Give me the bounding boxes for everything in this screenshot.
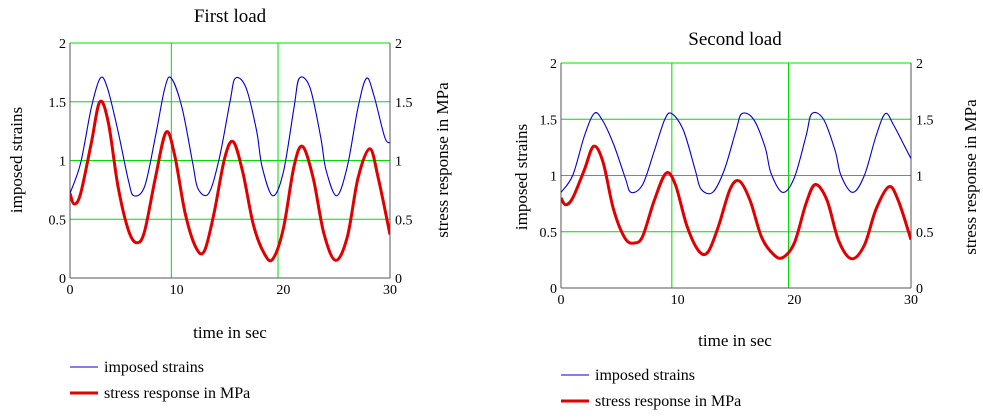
chart-1-xtick-2: 20	[276, 283, 290, 298]
chart-2-legend-label-0: imposed strains	[595, 367, 695, 384]
chart-1-series-line-stress-response	[70, 99, 390, 263]
chart-2-series-line-imposed-strains	[561, 111, 911, 195]
chart-2-ytick-right-4: 2	[916, 57, 923, 72]
chart-1-x-axis-label: time in sec	[193, 323, 267, 342]
chart-2-x-axis-label: time in sec	[698, 331, 772, 350]
chart-2-ytick-right-0: 0	[916, 282, 923, 297]
chart-1-xtick-3: 30	[383, 283, 397, 298]
chart-1-ytick-right-4: 2	[395, 37, 402, 52]
chart-1-ytick-right-2: 1	[395, 155, 402, 170]
chart-2-ytick-left-4: 2	[550, 57, 557, 72]
chart-2-xtick-1: 10	[671, 293, 685, 308]
chart-1-ytick-right-3: 1.5	[395, 96, 413, 111]
chart-2-title: Second load	[688, 29, 782, 50]
chart-1-ytick-right-1: 0.5	[395, 213, 413, 228]
chart-1-ytick-left-4: 2	[59, 37, 66, 52]
chart-1-ytick-left-2: 1	[59, 155, 66, 170]
chart-1-title: First load	[194, 6, 267, 27]
chart-2-xtick-0: 0	[558, 293, 565, 308]
chart-2-ytick-left-0: 0	[550, 282, 557, 297]
chart-2-legend-label-1: stress response in MPa	[595, 393, 741, 410]
chart-2-ytick-right-2: 1	[916, 170, 923, 185]
chart-1-xtick-0: 0	[67, 283, 74, 298]
chart-1-legend-label-1: stress response in MPa	[104, 385, 250, 402]
chart-2-ytick-right-3: 1.5	[916, 113, 934, 128]
chart-2-xtick-2: 20	[787, 293, 801, 308]
chart-1-series-line-imposed-strains	[70, 76, 390, 197]
chart-2-series-line-stress-response	[561, 144, 911, 261]
chart-2-y-axis-label-right: stress response in MPa	[961, 99, 980, 255]
chart-2-ytick-right-1: 0.5	[916, 226, 934, 241]
chart-2-xtick-3: 30	[904, 293, 918, 308]
chart-1-ytick-left-1: 0.5	[49, 213, 67, 228]
chart-1-ytick-left-0: 0	[59, 272, 66, 287]
chart-1-ytick-left-3: 1.5	[49, 96, 67, 111]
chart-1-y-axis-label-left: imposed strains	[7, 107, 26, 213]
chart-2-ytick-left-2: 1	[550, 170, 557, 185]
chart-2-ytick-left-1: 0.5	[540, 226, 558, 241]
chart-1-y-axis-label-right: stress response in MPa	[433, 82, 452, 238]
chart-2-y-axis-label-left: imposed strains	[512, 124, 531, 230]
chart-1-xtick-1: 10	[170, 283, 184, 298]
chart-1-ytick-right-0: 0	[395, 272, 402, 287]
chart-1-legend-label-0: imposed strains	[104, 359, 204, 376]
chart-2-ytick-left-3: 1.5	[540, 113, 558, 128]
